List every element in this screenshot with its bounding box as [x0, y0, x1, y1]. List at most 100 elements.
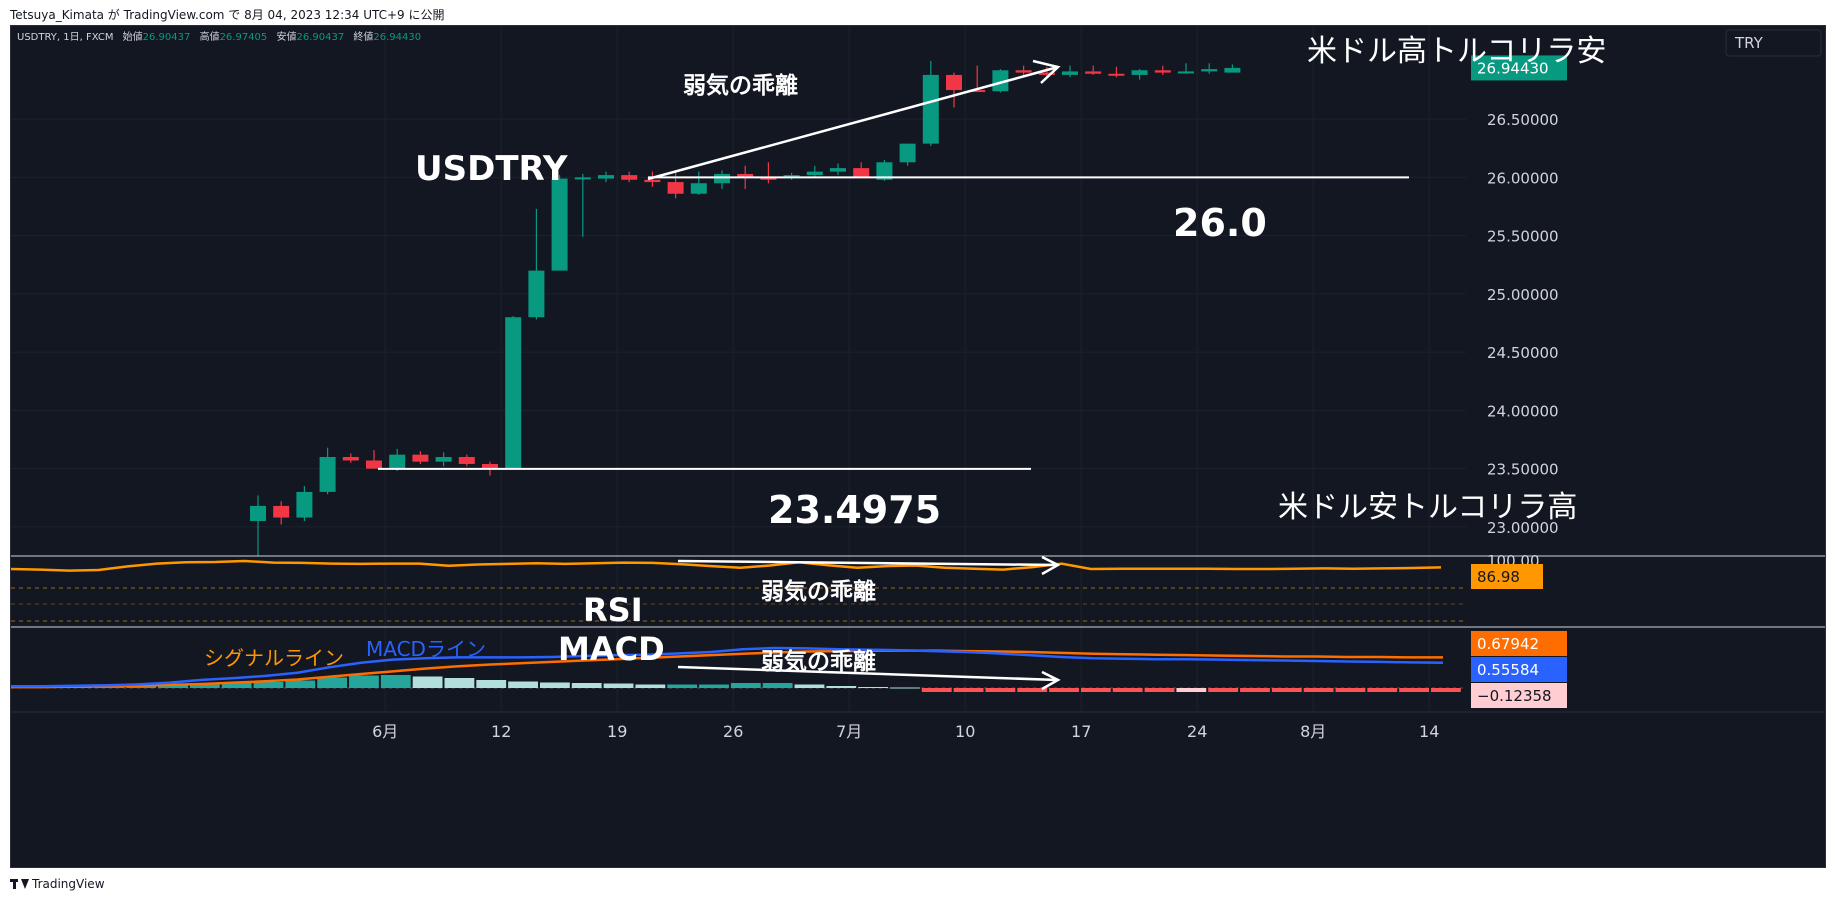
arrow-price-divergence — [647, 59, 1061, 181]
candle-body — [830, 168, 846, 172]
macd-hist-bar — [221, 683, 252, 688]
hist-last-label-bg — [1471, 683, 1567, 708]
price-tick-label: 24.00000 — [1487, 402, 1559, 420]
macd-hist-bar — [412, 676, 443, 688]
candle-body — [1131, 70, 1148, 75]
macd-hist-bar — [571, 683, 602, 688]
macd-hist-bar — [1303, 688, 1334, 692]
candle-body — [992, 70, 1009, 92]
macd-hist-bar — [1271, 688, 1302, 692]
rsi-line — [11, 559, 1442, 572]
candle-body — [389, 454, 406, 469]
hist-last-label: −0.12358 — [1477, 687, 1552, 705]
footer-brand[interactable]: TradingView — [10, 877, 105, 891]
candle-body — [1154, 70, 1171, 73]
macd-last-label-bg — [1471, 657, 1567, 682]
macd-hist-bar — [317, 677, 348, 688]
macd-hist-bar — [985, 688, 1016, 692]
time-tick-label: 19 — [607, 722, 627, 741]
time-tick-label: 10 — [955, 722, 975, 741]
candle-body — [1062, 71, 1078, 75]
rsi-last-label: 86.98 — [1477, 568, 1520, 586]
macd-pane[interactable]: 0.67942 0.55584 −0.12358 — [11, 631, 1567, 708]
candle-body — [690, 183, 707, 194]
macd-hist-bar — [158, 685, 188, 688]
price-tick-label: 23.00000 — [1487, 519, 1559, 537]
candle-body — [528, 270, 545, 318]
legend-close-value: 26.94430 — [373, 32, 421, 43]
candle-body — [412, 454, 429, 462]
candle-body — [1015, 70, 1032, 73]
macd-hist-bar — [1049, 688, 1079, 692]
arrow-rsi-divergence — [677, 555, 1061, 576]
macd-last-label: 0.55584 — [1477, 661, 1539, 679]
time-tick-label: 7月 — [836, 722, 862, 741]
legend-open-value: 26.90437 — [143, 32, 191, 43]
candles[interactable] — [250, 60, 1241, 574]
candle-group — [250, 60, 1241, 556]
time-tick-label: 26 — [723, 722, 743, 741]
candle-body — [1224, 67, 1241, 73]
candle-body — [621, 175, 638, 180]
macd-hist-bar — [1367, 688, 1398, 692]
candle-body — [667, 182, 684, 194]
candle-body — [1085, 71, 1102, 74]
macd-hist-bar — [1176, 688, 1207, 692]
candle-body — [366, 460, 382, 469]
candle-body — [783, 175, 800, 178]
macd-hist-bar — [794, 684, 825, 688]
candle-body — [551, 178, 568, 271]
macd-hist-bar — [953, 688, 984, 692]
legend-close-label: 終値 — [353, 30, 373, 43]
macd-hist-bar — [349, 675, 379, 688]
currency-button[interactable]: TRY — [1725, 29, 1822, 57]
time-tick-label: 12 — [491, 722, 511, 741]
macd-hist-bar — [890, 687, 920, 689]
macd-hist-bar — [1335, 688, 1366, 692]
annotation-macd-line-label: MACDライン — [366, 637, 486, 661]
annotation-top-right: 米ドル高トルコリラ安 — [1307, 34, 1606, 69]
candle-body — [969, 90, 986, 93]
annotation-divergence-rsi: 弱気の乖離 — [761, 578, 876, 605]
time-tick-label: 8月 — [1300, 722, 1326, 741]
annotation-macd-label: MACD — [558, 630, 665, 668]
chart-frame[interactable]: USDTRY, 1日, FXCM 始値26.90437 高値26.97405 安… — [10, 25, 1826, 868]
chart-svg[interactable]: USDTRY, 1日, FXCM 始値26.90437 高値26.97405 安… — [11, 26, 1826, 868]
candle-body — [598, 175, 614, 179]
price-tick-label: 26.00000 — [1487, 169, 1559, 187]
candle-body — [1108, 73, 1125, 76]
macd-hist-bar — [1144, 688, 1175, 692]
grid-lines — [11, 26, 1466, 712]
price-tick-label: 26.50000 — [1487, 111, 1559, 129]
rsi-last-bg — [1471, 564, 1543, 589]
candle-body — [1178, 71, 1194, 74]
price-axis[interactable]: 23.00000 23.50000 24.00000 24.50000 25.00000… — [11, 55, 1826, 628]
candle-body — [482, 463, 498, 469]
signal-last-label: 0.67942 — [1477, 635, 1539, 653]
candle-body — [644, 179, 661, 183]
annotation-rsi-label: RSI — [583, 591, 643, 629]
macd-hist-bar — [1208, 688, 1239, 692]
macd-hist-bar — [826, 686, 857, 688]
macd-hist-bar — [476, 680, 507, 688]
candle-body — [458, 456, 475, 464]
legend-symbol: USDTRY, 1日, FXCM — [17, 32, 113, 43]
currency-button-label: TRY — [1734, 34, 1764, 52]
macd-hist-bar — [858, 687, 889, 688]
macd-hist-bar — [1017, 688, 1048, 692]
price-tick-label: 23.50000 — [1487, 461, 1559, 479]
macd-hist-bar — [1431, 688, 1461, 692]
annotation-bottom-right: 米ドル安トルコリラ高 — [1278, 490, 1577, 525]
annotation-divergence-price: 弱気の乖離 — [683, 72, 798, 99]
time-axis[interactable]: 6月 12 19 26 7月 10 17 24 8月 14 — [11, 711, 1826, 741]
last-price-bg — [1471, 55, 1567, 81]
price-tick-label: 25.50000 — [1487, 228, 1559, 246]
publish-info: Tetsuya_Kimata が TradingView.com で 8月 04… — [10, 8, 445, 22]
macd-line — [11, 646, 1444, 688]
macd-hist-bar — [667, 684, 698, 688]
signal-line — [11, 649, 1443, 689]
candle-body — [250, 505, 266, 522]
tradingview-logo-icon — [10, 879, 29, 889]
arrow-macd-divergence — [677, 665, 1061, 691]
